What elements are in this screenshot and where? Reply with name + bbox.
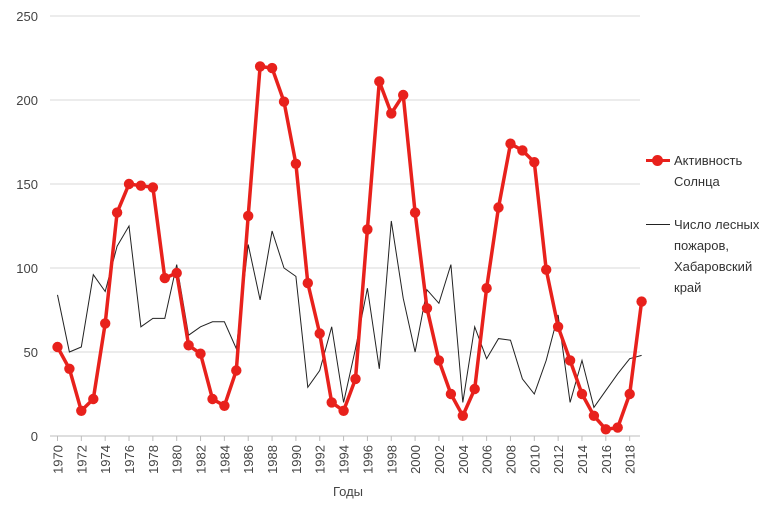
point-solar-1997: [374, 76, 385, 87]
x-tick-label-1982: 1982: [194, 445, 209, 474]
series-forest-fires: [57, 220, 642, 409]
y-tick-label-250: 250: [16, 9, 38, 24]
legend-item-solar-activity: Активность Солнца: [646, 150, 768, 192]
point-solar-1979: [159, 272, 170, 284]
y-axis-ticks: 0 50 100 150 200 250: [16, 9, 38, 444]
point-solar-1974: [100, 318, 111, 329]
legend-item-forest-fires: Число лесных пожаров, Хабаровский край: [646, 214, 768, 298]
point-solar-2017: [612, 422, 623, 433]
legend-label-solar-activity: Активность Солнца: [674, 153, 743, 189]
point-solar-2010: [529, 157, 540, 168]
x-axis-title: Годы: [333, 484, 363, 499]
point-solar-2005: [469, 383, 480, 395]
point-solar-2003: [445, 388, 457, 400]
x-tick-label-1972: 1972: [74, 445, 89, 474]
x-tick-label-2000: 2000: [408, 445, 423, 474]
point-solar-2002: [433, 355, 445, 366]
point-solar-1976: [123, 178, 135, 190]
point-solar-1981: [183, 340, 194, 351]
y-tick-label-50: 50: [24, 345, 38, 360]
legend-marker-red-line-icon: [646, 155, 670, 166]
y-tick-label-150: 150: [16, 177, 38, 192]
point-solar-1980: [171, 267, 182, 279]
x-tick-label-1978: 1978: [146, 445, 161, 474]
x-tick-label-1984: 1984: [217, 445, 232, 474]
x-tick-label-1992: 1992: [313, 445, 328, 474]
x-tick-label-2004: 2004: [456, 445, 471, 474]
point-solar-2009: [517, 145, 528, 156]
x-axis-ticks: 1970 1972 1974 1976 1978 1980 1982 1984 1986 1988…: [51, 436, 638, 474]
point-solar-1991: [302, 277, 313, 289]
point-solar-1992: [314, 328, 325, 339]
point-solar-1973: [88, 393, 99, 405]
point-solar-1994: [338, 405, 349, 416]
point-solar-2018: [624, 388, 635, 400]
point-solar-1983: [207, 393, 218, 405]
legend-label-forest-fires: Число лесных пожаров, Хабаровский край: [674, 217, 760, 295]
x-tick-label-1980: 1980: [170, 445, 185, 474]
y-tick-label-200: 200: [16, 93, 38, 108]
x-tick-label-1990: 1990: [289, 445, 304, 474]
point-solar-2006: [481, 283, 492, 294]
x-tick-label-2018: 2018: [623, 445, 638, 474]
y-tick-label-100: 100: [16, 261, 38, 276]
series-solar-activity: [52, 61, 647, 435]
point-solar-1993: [326, 397, 337, 408]
point-solar-1990: [290, 158, 302, 169]
point-solar-1995: [350, 373, 361, 385]
point-solar-2014: [576, 388, 588, 400]
point-solar-1982: [195, 348, 206, 359]
x-tick-label-2008: 2008: [503, 445, 518, 474]
point-solar-1989: [278, 96, 290, 107]
point-solar-2000: [409, 207, 421, 218]
point-solar-1978: [147, 182, 159, 193]
point-solar-2019: [636, 296, 647, 307]
point-solar-2007: [493, 202, 504, 213]
point-solar-1984: [219, 400, 230, 411]
point-solar-2012: [552, 321, 564, 332]
point-solar-2008: [505, 138, 516, 149]
y-tick-label-0: 0: [31, 429, 38, 444]
x-tick-label-1970: 1970: [51, 445, 66, 474]
point-solar-2001: [421, 303, 433, 314]
x-tick-label-1974: 1974: [98, 445, 113, 474]
point-solar-2011: [541, 264, 552, 275]
point-solar-1975: [111, 207, 123, 218]
legend-marker-black-line-icon: [646, 224, 670, 225]
point-solar-1987: [254, 61, 266, 72]
x-tick-label-1994: 1994: [337, 445, 352, 474]
line-solar-activity: [55, 64, 644, 432]
x-tick-label-1976: 1976: [122, 445, 137, 474]
point-solar-1988: [266, 62, 278, 74]
x-tick-label-1986: 1986: [241, 445, 256, 474]
point-solar-1971: [64, 363, 75, 374]
point-solar-2013: [564, 355, 576, 366]
point-solar-2015: [588, 410, 600, 421]
x-tick-label-1996: 1996: [360, 445, 375, 474]
x-tick-label-2002: 2002: [432, 445, 447, 474]
x-tick-label-2016: 2016: [599, 445, 614, 474]
line-forest-fires: [57, 220, 642, 409]
point-solar-1977: [135, 180, 147, 191]
point-solar-1998: [386, 108, 397, 119]
x-tick-label-2014: 2014: [575, 445, 590, 474]
legend: Активность Солнца Число лесных пожаров, …: [646, 150, 768, 298]
point-solar-2016: [600, 424, 611, 435]
x-tick-label-2010: 2010: [527, 445, 542, 474]
point-solar-1972: [76, 405, 87, 416]
point-solar-2004: [457, 410, 468, 421]
x-tick-label-1988: 1988: [265, 445, 280, 474]
point-solar-1985: [231, 365, 242, 376]
point-solar-1996: [362, 224, 373, 235]
x-tick-label-2012: 2012: [551, 445, 566, 474]
x-tick-label-2006: 2006: [480, 445, 495, 474]
x-tick-label-1998: 1998: [384, 445, 399, 474]
point-solar-1999: [398, 89, 409, 101]
point-solar-1970: [52, 341, 63, 353]
point-solar-1986: [243, 210, 254, 222]
